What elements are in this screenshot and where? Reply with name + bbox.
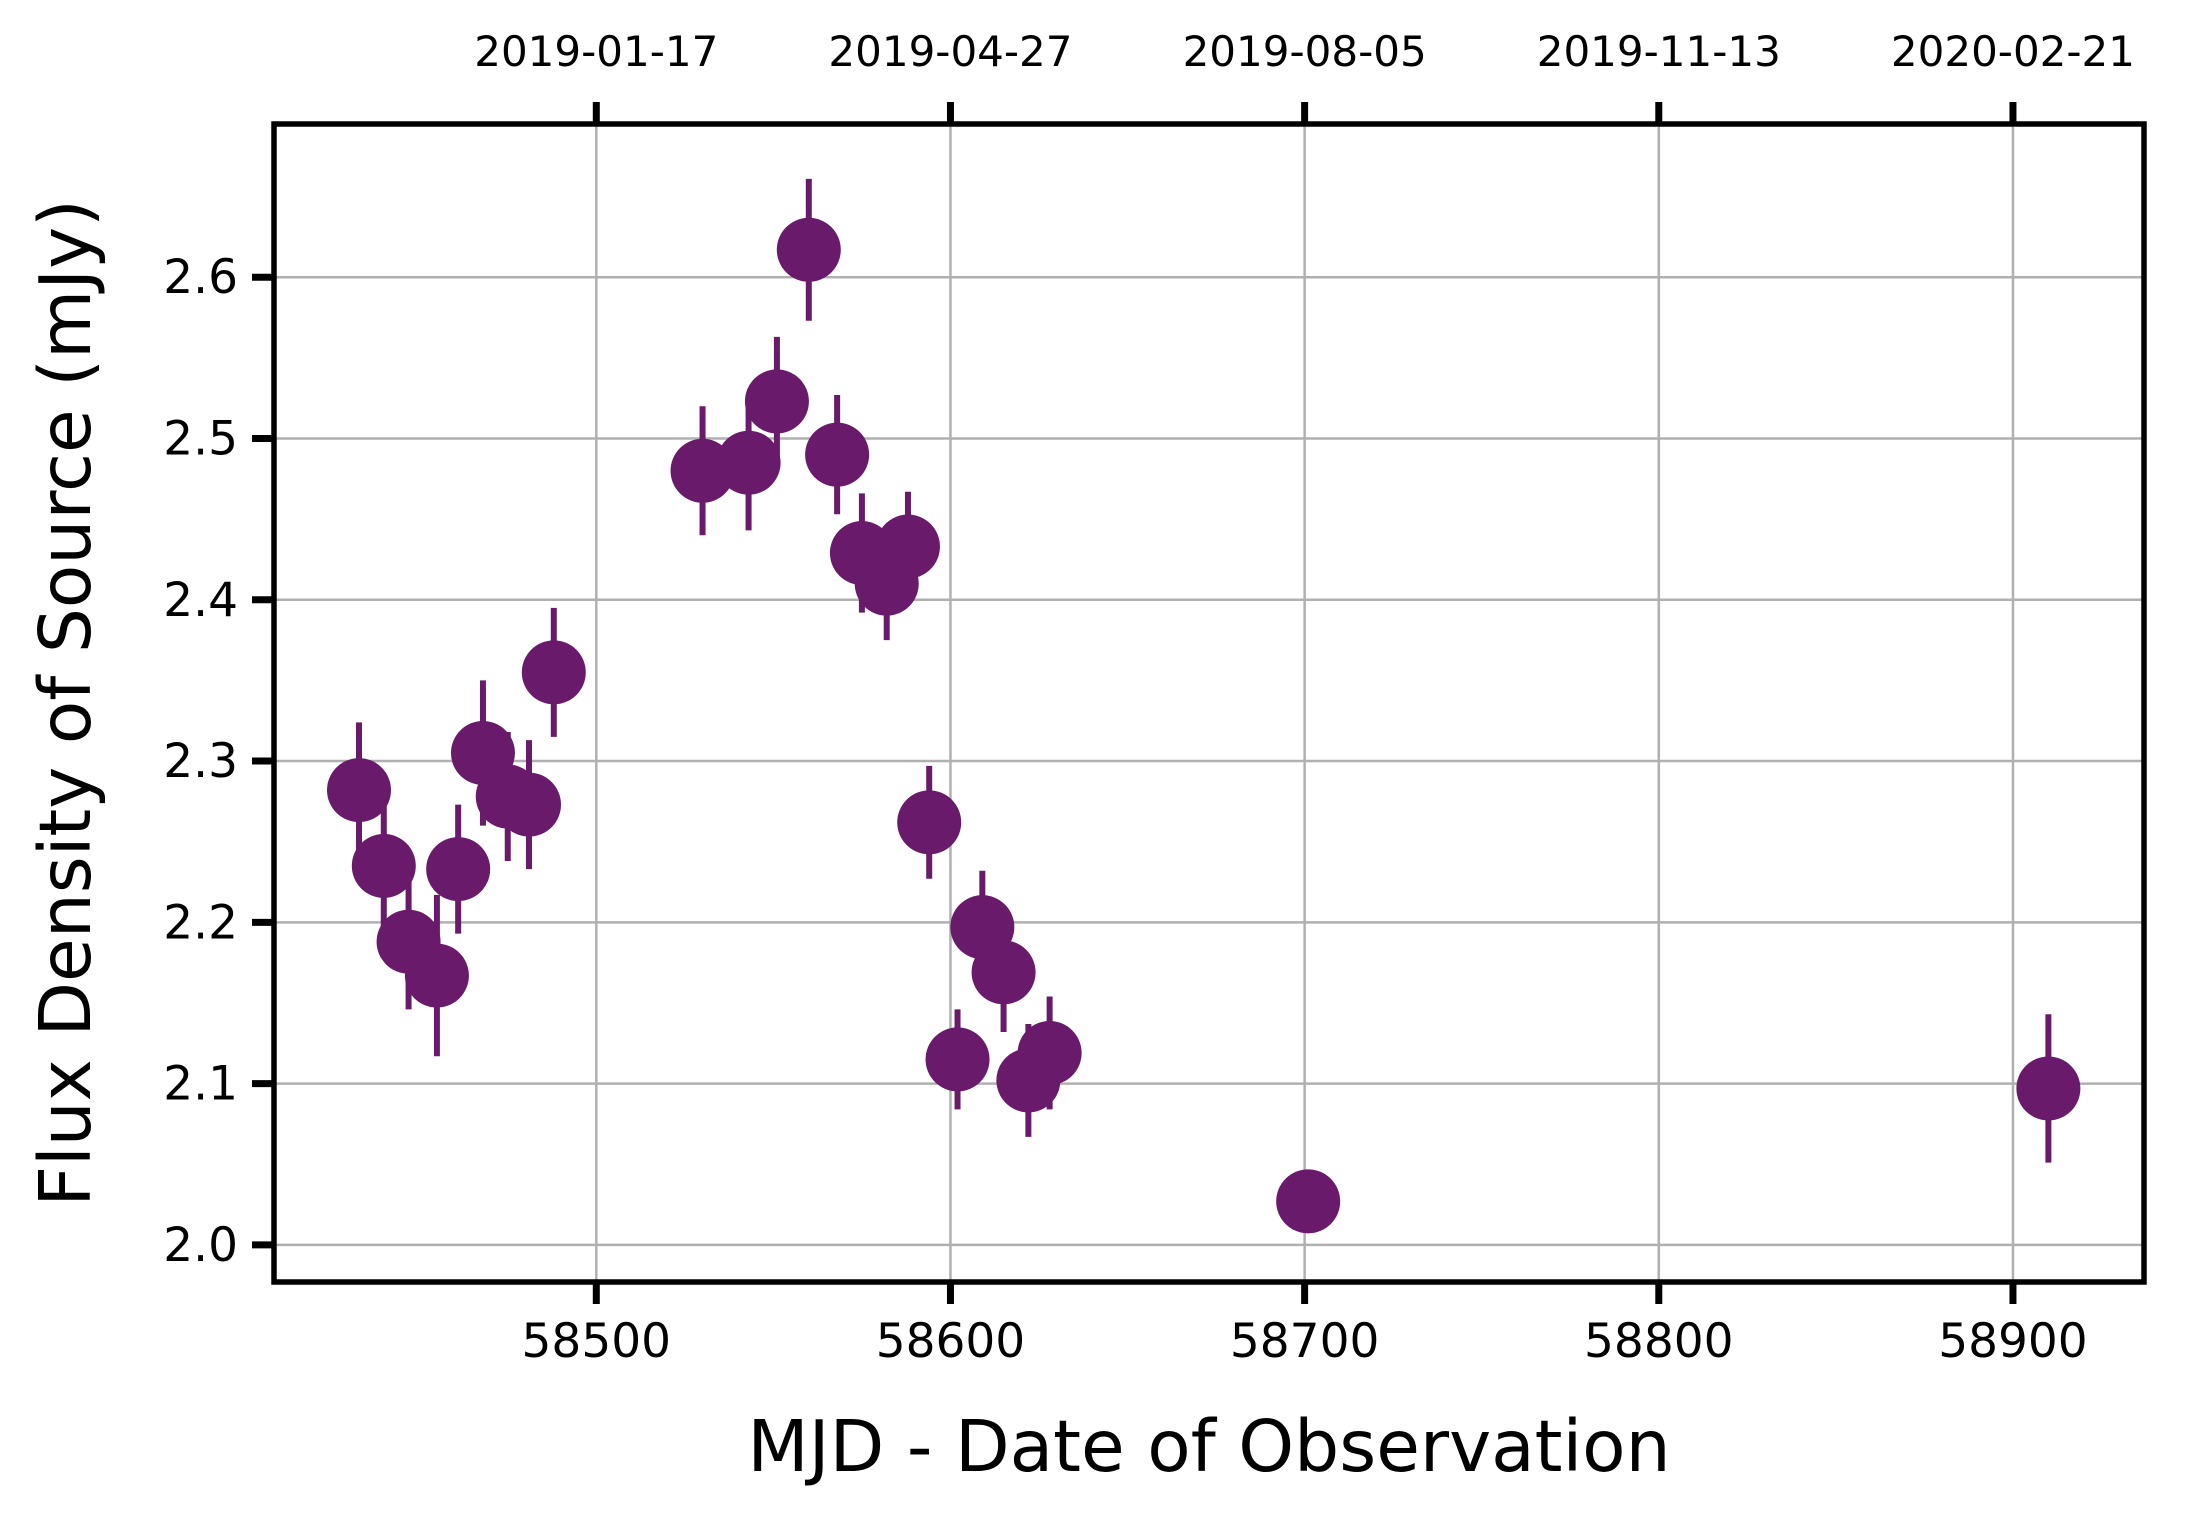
data-point bbox=[351, 833, 416, 898]
tick-layer: 58500 58600 58700 58800 58900 2.0 2.1 2.2 2.3 2.4… bbox=[163, 27, 2135, 1369]
top-tick-label: 2020-02-21 bbox=[1891, 27, 2135, 76]
y-tick-label: 2.3 bbox=[163, 734, 238, 789]
grid-layer bbox=[274, 124, 2144, 1282]
y-tick-label: 2.4 bbox=[163, 573, 238, 628]
top-tick-label: 2019-08-05 bbox=[1183, 27, 1427, 76]
data-point bbox=[497, 772, 561, 837]
data-point bbox=[426, 837, 491, 902]
data-point bbox=[327, 758, 391, 823]
data-point bbox=[1017, 1020, 1082, 1085]
data-point bbox=[897, 790, 962, 855]
x-axis-title: MJD - Date of Observation bbox=[747, 1405, 1670, 1488]
data-point bbox=[1276, 1169, 1341, 1234]
top-tick-label: 2019-01-17 bbox=[474, 27, 718, 76]
plot-frame bbox=[271, 121, 2147, 1285]
data-point bbox=[404, 943, 469, 1008]
y-axis-title: Flux Density of Source (mJy) bbox=[24, 199, 107, 1207]
y-tick-label: 2.0 bbox=[163, 1218, 238, 1273]
data-point bbox=[971, 940, 1036, 1005]
data-point bbox=[805, 422, 870, 487]
data-layer bbox=[327, 178, 2081, 1234]
y-tick-label: 2.6 bbox=[163, 250, 238, 305]
y-tick-label: 2.1 bbox=[163, 1057, 238, 1112]
x-tick-label: 58700 bbox=[1230, 1314, 1380, 1369]
top-tick-label: 2019-11-13 bbox=[1537, 27, 1781, 76]
data-point bbox=[2016, 1056, 2081, 1121]
data-point bbox=[744, 369, 809, 434]
data-point bbox=[716, 430, 781, 495]
x-tick-label: 58900 bbox=[1938, 1314, 2088, 1369]
x-tick-label: 58500 bbox=[522, 1314, 672, 1369]
data-point bbox=[521, 640, 586, 705]
data-point bbox=[875, 514, 940, 579]
y-tick-label: 2.5 bbox=[163, 411, 238, 466]
data-point bbox=[925, 1027, 990, 1092]
x-tick-label: 58800 bbox=[1584, 1314, 1734, 1369]
x-tick-label: 58600 bbox=[876, 1314, 1026, 1369]
y-tick-label: 2.2 bbox=[163, 895, 238, 950]
data-point bbox=[776, 217, 841, 282]
top-tick-label: 2019-04-27 bbox=[828, 27, 1072, 76]
